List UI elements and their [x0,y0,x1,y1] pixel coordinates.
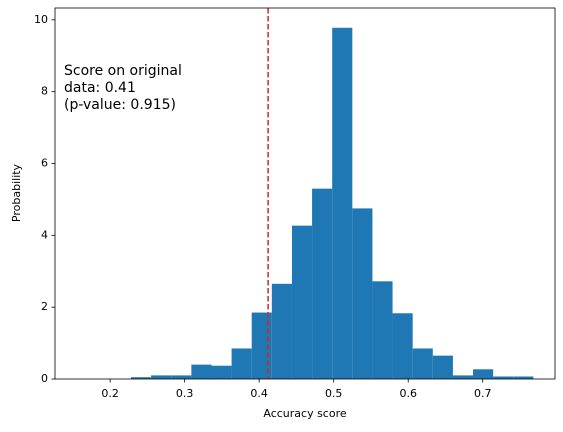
y-tick-label: 4 [41,228,48,241]
bar [291,225,313,379]
bar [352,208,373,379]
bar [131,377,152,379]
y-tick-label: 2 [41,300,48,313]
bar [452,375,474,379]
bar [231,348,252,379]
annotation: data: 0.41 [64,80,136,96]
bar [332,27,353,380]
y-axis-label: Probability [10,163,23,222]
bar [191,364,212,379]
bar [392,313,413,379]
bar [271,283,292,379]
x-tick-label: 0.5 [325,387,343,400]
bar [493,376,514,379]
x-tick-label: 0.6 [399,387,417,400]
x-tick-label: 0.3 [176,387,194,400]
bar [312,188,333,379]
bar [211,365,232,379]
y-tick-label: 6 [41,157,48,170]
bar [151,375,172,379]
x-axis-label: Accuracy score [263,407,347,420]
bar [251,312,272,379]
y-tick-label: 0 [41,372,48,385]
x-tick-label: 0.2 [101,387,119,400]
y-tick-label: 8 [41,85,48,98]
plot-frame [54,7,556,380]
bar [513,376,534,379]
annotation: Score on original [64,63,182,79]
bar [372,281,393,379]
x-tick-label: 0.4 [250,387,268,400]
bar [171,375,192,379]
bar [412,348,433,379]
bar [473,369,494,379]
bar [432,355,453,379]
annotation: (p-value: 0.915) [64,97,176,113]
y-tick-label: 10 [34,13,48,26]
x-tick-label: 0.7 [474,387,492,400]
